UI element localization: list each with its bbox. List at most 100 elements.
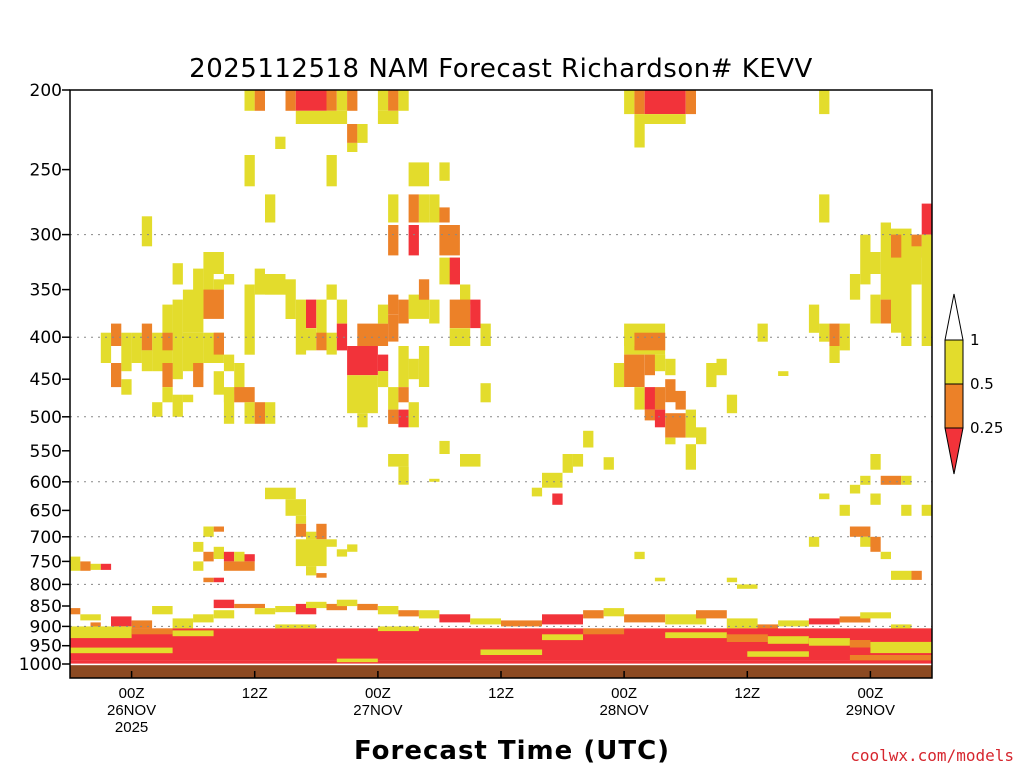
chart-title: 2025112518 NAM Forecast Richardson# KEVV <box>189 54 813 84</box>
ri-cell <box>542 614 583 625</box>
legend-label: 0.5 <box>970 375 994 393</box>
y-tick-label: 500 <box>30 408 62 428</box>
ri-cell <box>849 640 871 648</box>
x-tick-label: 28NOV <box>599 702 648 719</box>
ri-cell <box>449 299 471 329</box>
ri-cell <box>347 375 378 414</box>
legend-bottom-arrow <box>944 427 964 475</box>
ri-cell <box>316 332 327 351</box>
ri-cell <box>583 430 594 448</box>
ri-cell <box>644 409 655 421</box>
ri-cell <box>162 363 173 388</box>
ri-cell <box>70 608 81 615</box>
y-axis: 200 250 300 350 400 450 500 550 600 650 700 750 8008… <box>19 81 70 675</box>
ri-cell <box>398 466 409 485</box>
ri-cell <box>203 274 214 305</box>
ri-cell <box>501 620 542 627</box>
ri-cell <box>408 294 430 319</box>
ri-cell <box>234 603 265 609</box>
ri-cell <box>808 304 820 333</box>
legend-top-arrow <box>944 293 964 341</box>
legend-swatch <box>944 339 964 385</box>
ri-cell <box>870 252 881 274</box>
ri-cell <box>665 437 676 445</box>
ri-cell <box>213 610 235 619</box>
ri-cell <box>172 630 214 637</box>
ri-cell <box>665 358 676 376</box>
ri-cell <box>726 634 768 642</box>
ri-cell <box>634 387 645 410</box>
ri-cell <box>306 531 317 540</box>
credit-text[interactable]: coolwx.com/models <box>850 746 1014 765</box>
y-tick-label: 400 <box>30 328 62 348</box>
ri-cell <box>182 289 204 333</box>
ri-cell <box>624 90 635 115</box>
ri-cell <box>347 90 358 111</box>
ri-cell <box>449 257 460 285</box>
ri-cell <box>326 155 337 187</box>
ri-cell <box>203 252 224 274</box>
y-tick-label: 300 <box>30 226 62 246</box>
y-tick-label: 550 <box>30 442 62 462</box>
ri-cell <box>870 641 932 654</box>
ri-cell <box>418 346 430 387</box>
ri-cell <box>716 358 727 376</box>
y-tick-label: 950 <box>30 637 62 657</box>
ri-cell <box>388 387 399 410</box>
ri-cell <box>644 387 655 410</box>
ri-cell <box>131 628 173 635</box>
ri-cell <box>880 551 891 560</box>
ri-cell <box>418 610 440 619</box>
ri-cell <box>254 608 276 615</box>
ri-cell <box>603 608 625 617</box>
ri-cell <box>644 354 655 376</box>
ri-cell <box>891 234 902 258</box>
ri-cell <box>408 402 419 428</box>
ri-cell <box>203 577 214 583</box>
ri-cell <box>408 225 419 256</box>
ri-cell <box>921 504 932 516</box>
ri-cell <box>552 493 563 505</box>
ri-cell <box>470 618 501 625</box>
x-tick-label: 00Z <box>119 685 145 702</box>
ri-cell <box>572 454 584 467</box>
ri-cell <box>336 299 348 324</box>
ri-cell <box>295 603 317 615</box>
ri-cell <box>439 614 471 623</box>
x-tick-label: 12Z <box>242 685 268 702</box>
ri-cell <box>808 618 840 625</box>
ri-cell <box>326 603 347 611</box>
ri-cell <box>295 299 307 355</box>
ri-cell <box>121 332 132 372</box>
ri-cell <box>819 90 830 115</box>
legend-label: 0.25 <box>970 419 1003 437</box>
ri-cell <box>213 279 224 290</box>
ri-cell <box>326 332 337 355</box>
ri-cell <box>870 536 881 552</box>
y-tick-label: 650 <box>30 501 62 521</box>
x-tick-label: 26NOV <box>107 702 156 719</box>
ri-cell <box>80 614 101 621</box>
ri-cell <box>839 616 871 623</box>
ri-cell <box>439 162 450 181</box>
ri-cell <box>819 323 830 342</box>
ri-cell <box>819 493 830 500</box>
ri-cell <box>408 194 419 223</box>
ri-cell <box>213 546 224 559</box>
ri-cell <box>767 636 809 644</box>
legend-label: 1 <box>970 331 980 349</box>
ri-cell <box>121 379 132 395</box>
ri-cell <box>213 599 235 609</box>
ri-cell <box>460 454 481 467</box>
ri-cell <box>172 394 183 417</box>
ri-cell <box>172 299 183 380</box>
ri-cell <box>685 90 696 115</box>
ri-cell <box>326 284 337 300</box>
ri-cell <box>285 279 296 319</box>
ri-cell <box>316 573 327 578</box>
ri-cell <box>347 142 358 152</box>
ri-cell <box>244 155 255 187</box>
ri-cell <box>141 216 153 247</box>
ri-cell <box>100 563 112 570</box>
ri-cell <box>829 346 840 363</box>
